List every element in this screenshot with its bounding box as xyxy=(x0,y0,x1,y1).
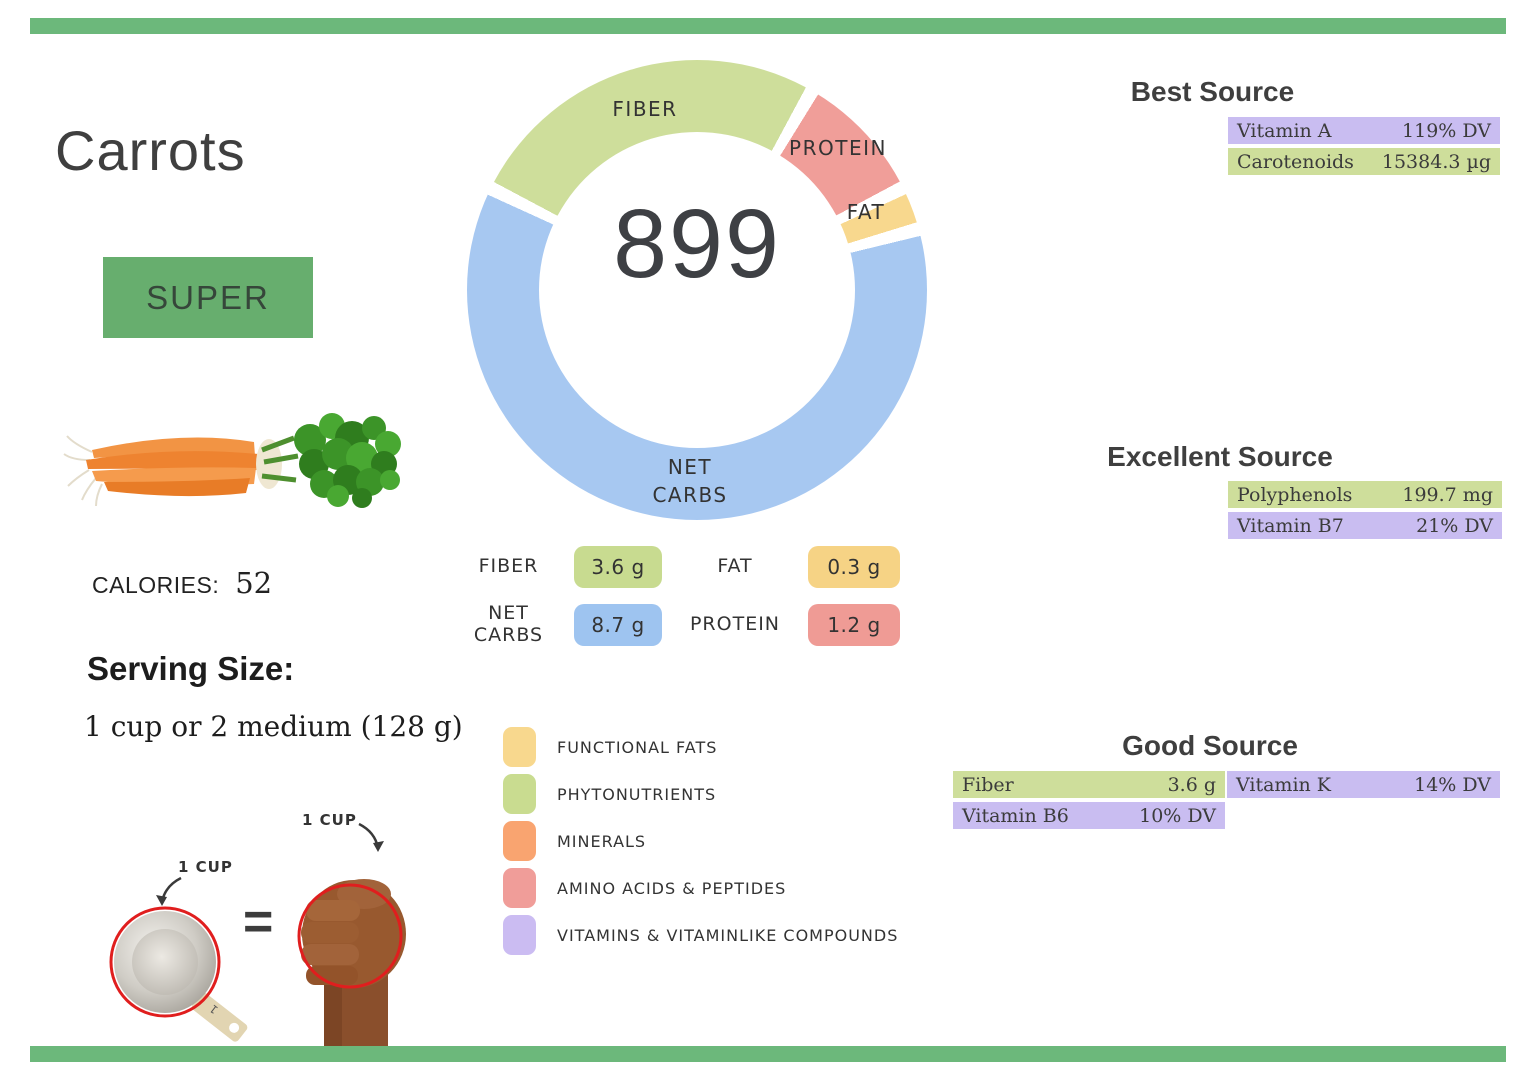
category-legend: FUNCTIONAL FATS PHYTONUTRIENTS MINERALS … xyxy=(503,727,898,962)
cup-annotation: 1 CUP xyxy=(178,858,233,876)
legend-label: MINERALS xyxy=(557,831,647,851)
nutrivore-score: 899 xyxy=(613,189,781,298)
good-source-heading: Good Source xyxy=(1122,730,1298,761)
segment-label-fat: FAT xyxy=(846,200,886,224)
macro-value-fiber: 3.6 g xyxy=(574,546,662,588)
legend-label: VITAMINS & VITAMINLIKE COMPOUNDS xyxy=(557,925,899,945)
legend-item: VITAMINS & VITAMINLIKE COMPOUNDS xyxy=(503,915,898,955)
source-value: 3.6 g xyxy=(1167,773,1216,796)
carrot-bodies-icon xyxy=(86,437,258,497)
legend-label: FUNCTIONAL FATS xyxy=(557,737,718,757)
cup-arrow-icon xyxy=(156,876,182,906)
calories-label: CALORIES: xyxy=(92,572,220,598)
source-name: Polyphenols xyxy=(1237,483,1353,506)
carrot-greens-icon xyxy=(294,413,401,508)
top-accent-bar xyxy=(30,18,1506,34)
best-source-rows: Vitamin A 119% DV Carotenoids 15384.3 µg xyxy=(1228,117,1500,175)
excellent-source-heading: Excellent Source xyxy=(1107,441,1333,472)
carrot-stems-icon xyxy=(261,435,299,483)
fist-illustration xyxy=(297,879,406,1046)
fist-annotation: 1 CUP xyxy=(302,811,357,829)
macro-label-fiber: FIBER xyxy=(478,555,539,578)
source-name: Fiber xyxy=(962,773,1014,796)
donut-chart: 899 FIBER PROTEIN FAT NET CARBS xyxy=(467,60,927,520)
serving-size-heading: Serving Size: xyxy=(87,650,295,687)
source-name: Vitamin B7 xyxy=(1237,514,1344,537)
source-row: Vitamin K 14% DV xyxy=(1227,771,1500,798)
source-row: Fiber 3.6 g xyxy=(953,771,1225,798)
fist-red-circle-icon xyxy=(297,883,403,989)
source-row: Vitamin B6 10% DV xyxy=(953,802,1225,829)
legend-label: AMINO ACIDS & PEPTIDES xyxy=(557,878,787,898)
macro-label-net-carbs: NET CARBS xyxy=(473,602,544,646)
minerals-swatch-icon xyxy=(503,821,536,861)
phytonutrients-swatch-icon xyxy=(503,774,536,814)
source-value: 14% DV xyxy=(1414,773,1491,796)
macro-grid: FIBER 3.6 g FAT 0.3 g NET CARBS 8.7 g PR… xyxy=(462,546,900,647)
net-carbs-line2: CARBS xyxy=(652,483,728,507)
source-value: 10% DV xyxy=(1139,804,1216,827)
good-source-col1: Fiber 3.6 g Vitamin B6 10% DV xyxy=(953,771,1225,829)
serving-size-value: 1 cup or 2 medium (128 g) xyxy=(84,710,463,743)
measuring-cup-illustration: 1 xyxy=(109,906,248,1042)
segment-label-fiber: FIBER xyxy=(612,97,678,121)
fist-arrow-icon xyxy=(358,822,384,852)
amino-acids-swatch-icon xyxy=(503,868,536,908)
macro-label-protein: PROTEIN xyxy=(689,612,781,635)
source-row: Carotenoids 15384.3 µg xyxy=(1228,148,1500,175)
bottom-accent-bar xyxy=(30,1046,1506,1062)
source-value: 119% DV xyxy=(1402,119,1491,142)
macro-label-fat: FAT xyxy=(717,555,753,578)
good-source-col2: Vitamin K 14% DV xyxy=(1227,771,1500,798)
segment-label-net-carbs: NET CARBS xyxy=(625,453,755,509)
calories-value: 52 xyxy=(235,566,273,600)
source-value: 15384.3 µg xyxy=(1381,150,1491,173)
page-title: Carrots xyxy=(55,119,246,182)
source-row: Vitamin B7 21% DV xyxy=(1228,512,1502,539)
legend-label: PHYTONUTRIENTS xyxy=(557,784,717,804)
macro-value-protein: 1.2 g xyxy=(808,603,900,646)
macro-value-net-carbs: 8.7 g xyxy=(574,603,662,646)
legend-item: PHYTONUTRIENTS xyxy=(503,774,898,814)
serving-visual: 1 CUP 1 = 1 CUP xyxy=(95,798,475,1048)
equals-sign: = xyxy=(243,893,274,951)
source-row: Polyphenols 199.7 mg xyxy=(1228,481,1502,508)
cup-handle-icon: 1 xyxy=(191,992,248,1042)
cup-red-circle-icon xyxy=(109,906,221,1018)
vitamins-swatch-icon xyxy=(503,915,536,955)
macro-value-fat: 0.3 g xyxy=(808,546,900,588)
legend-item: MINERALS xyxy=(503,821,898,861)
calories-line: CALORIES: 52 xyxy=(92,566,272,600)
legend-item: AMINO ACIDS & PEPTIDES xyxy=(503,868,898,908)
net-carbs-line1: NET xyxy=(667,455,713,479)
source-row: Vitamin A 119% DV xyxy=(1228,117,1500,144)
source-name: Vitamin A xyxy=(1237,119,1332,142)
source-value: 21% DV xyxy=(1416,514,1493,537)
source-name: Carotenoids xyxy=(1237,150,1354,173)
segment-label-protein: PROTEIN xyxy=(789,136,887,160)
source-name: Vitamin B6 xyxy=(962,804,1069,827)
source-name: Vitamin K xyxy=(1236,773,1331,796)
functional-fats-swatch-icon xyxy=(503,727,536,767)
source-value: 199.7 mg xyxy=(1402,483,1493,506)
super-badge: SUPER xyxy=(103,257,313,338)
donut-hole xyxy=(539,132,855,448)
excellent-source-rows: Polyphenols 199.7 mg Vitamin B7 21% DV xyxy=(1228,481,1502,539)
legend-item: FUNCTIONAL FATS xyxy=(503,727,898,767)
carrots-image xyxy=(63,413,401,508)
best-source-heading: Best Source xyxy=(1130,76,1295,107)
